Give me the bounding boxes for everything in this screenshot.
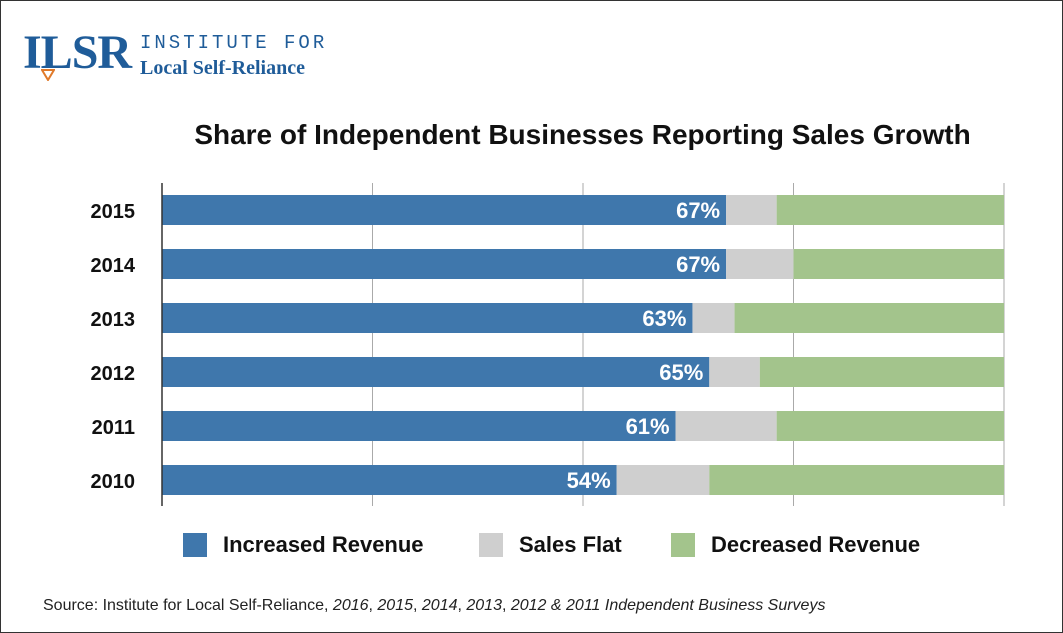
bar-2013-flat <box>692 303 735 333</box>
bar-2014-flat <box>726 249 794 279</box>
data-label-2015: 67% <box>676 198 720 223</box>
tick-label-2015: 2015 <box>91 201 136 223</box>
legend-swatch-increased <box>183 533 207 557</box>
bar-2015-decreased <box>776 195 1004 225</box>
legend-label-increased: Increased Revenue <box>223 532 424 557</box>
tick-label-2012: 2012 <box>91 363 136 385</box>
logo-line2: Local Self-Reliance <box>140 57 305 79</box>
legend-label-decreased: Decreased Revenue <box>711 532 921 557</box>
tick-label-2011: 2011 <box>92 417 135 439</box>
bar-2011-flat <box>675 411 777 441</box>
logo-line1: INSTITUTE FOR <box>140 32 328 54</box>
data-label-2012: 65% <box>659 360 703 385</box>
logo-mark: ILSR <box>23 26 132 79</box>
bar-2010-increased <box>162 465 617 495</box>
chart-title: Share of Independent Businesses Reportin… <box>194 119 971 150</box>
bar-2010-flat <box>616 465 710 495</box>
data-label-2013: 63% <box>642 306 686 331</box>
bar-2014-increased <box>162 249 727 279</box>
bar-2011-increased <box>162 411 676 441</box>
bar-2012-increased <box>162 357 710 387</box>
legend-swatch-flat <box>479 533 503 557</box>
bar-chart: 67% 2015 67% 2014 63% 2013 65% 2012 61% 2011 54% 20… <box>91 183 1005 506</box>
source-year-2015: 2015 <box>377 597 413 614</box>
data-label-2011: 61% <box>626 414 670 439</box>
bar-2011-decreased <box>776 411 1004 441</box>
legend-label-flat: Sales Flat <box>519 532 622 557</box>
source-year-2016: 2016 <box>332 597 369 614</box>
bar-2012-flat <box>709 357 760 387</box>
data-label-2010: 54% <box>567 468 611 493</box>
bar-2013-decreased <box>734 303 1004 333</box>
tick-label-2013: 2013 <box>91 309 136 331</box>
bar-2015-increased <box>162 195 727 225</box>
bar-2013-increased <box>162 303 693 333</box>
bar-2012-decreased <box>759 357 1004 387</box>
legend: Increased Revenue Sales Flat Decreased R… <box>1 529 1063 561</box>
source-surveys: 2012 & 2011 Independent Business Surveys <box>510 597 826 614</box>
legend-swatch-decreased <box>671 533 695 557</box>
bar-2010-decreased <box>709 465 1004 495</box>
source-year-2013: 2013 <box>466 597 502 614</box>
source-note: Source: Institute for Local Self-Relianc… <box>43 597 826 614</box>
bar-2014-decreased <box>793 249 1004 279</box>
tick-label-2010: 2010 <box>91 471 136 493</box>
tick-label-2014: 2014 <box>91 255 136 277</box>
bar-2015-flat <box>726 195 777 225</box>
source-prefix: Source: Institute for Local Self-Relianc… <box>43 597 333 614</box>
source-year-2014: 2014 <box>421 597 458 614</box>
logo-triangle-icon <box>41 69 55 81</box>
data-label-2014: 67% <box>676 252 720 277</box>
